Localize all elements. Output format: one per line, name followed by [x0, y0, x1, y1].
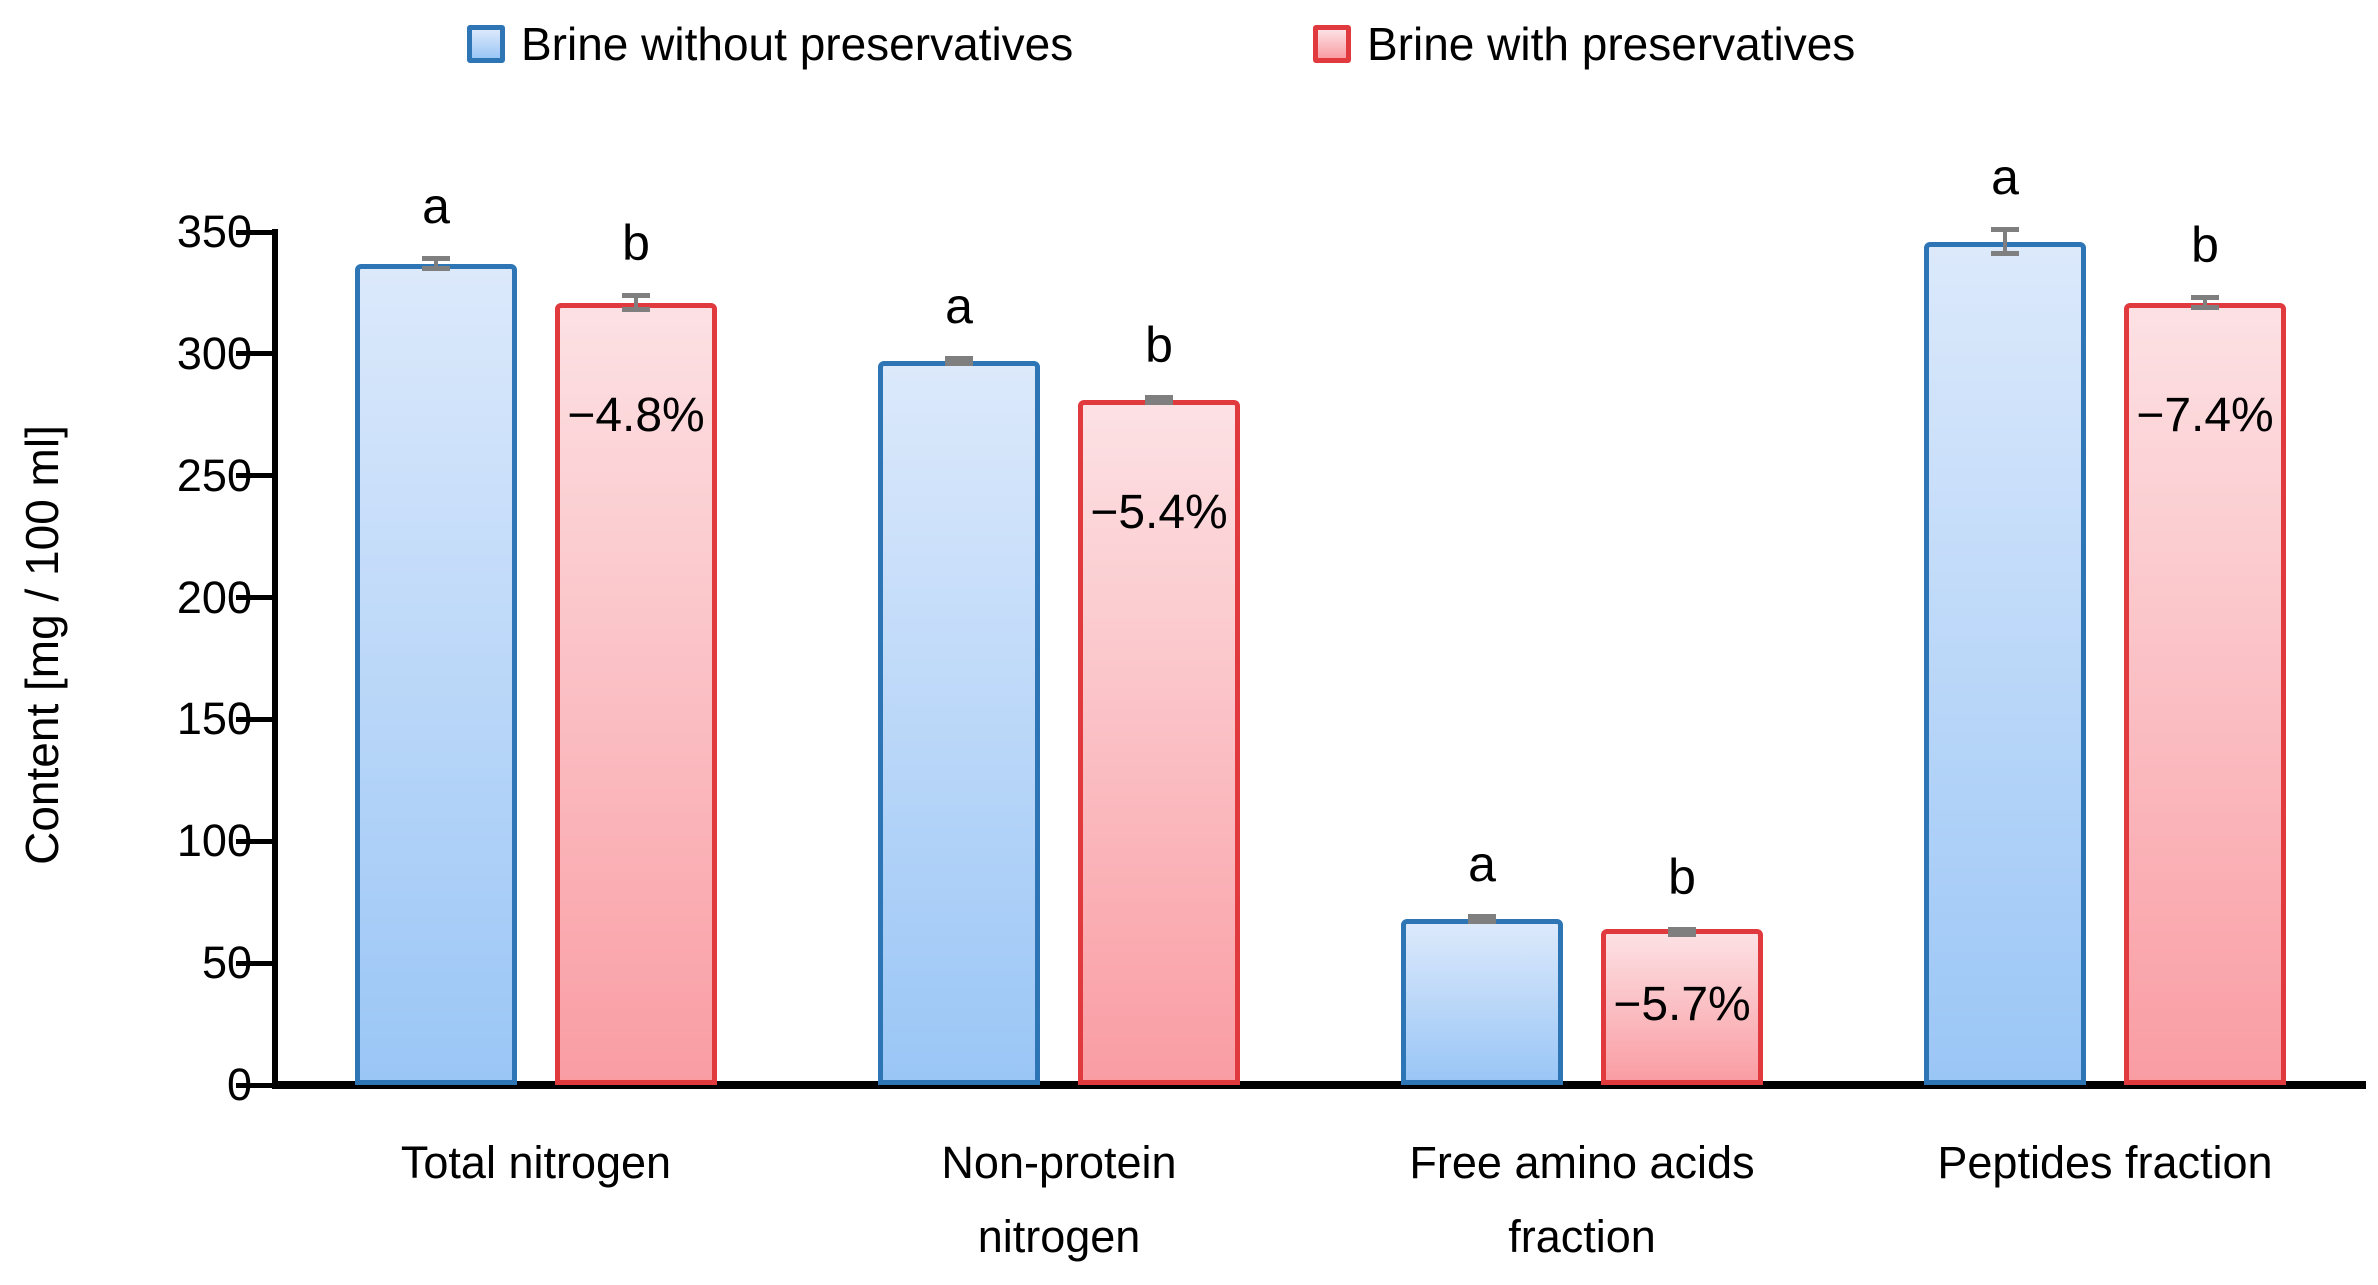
legend-item-with-preservatives: Brine with preservatives: [1313, 18, 1855, 70]
error-bar: [2191, 295, 2219, 310]
y-tick-label: 200: [176, 571, 252, 623]
significance-letter: b: [2191, 217, 2219, 274]
y-tick-mark: [236, 595, 277, 601]
x-category-label-line: Peptides fraction: [1937, 1137, 2273, 1188]
y-tick-label: 0: [226, 1059, 252, 1110]
bar-red-3: [2124, 302, 2286, 1085]
significance-letter: a: [1991, 149, 2019, 206]
significance-letter: a: [1468, 836, 1496, 893]
significance-letter: a: [945, 278, 973, 335]
x-category-label-line: Non-protein: [941, 1137, 1177, 1188]
pct-change-label: −5.4%: [1090, 486, 1228, 540]
legend-swatch-red-icon: [1313, 25, 1351, 63]
x-category-label: Non-protein nitrogen: [799, 1126, 1319, 1274]
y-axis-line: [272, 229, 278, 1089]
x-category-label: Total nitrogen: [276, 1126, 796, 1200]
y-tick-mark: [236, 1082, 277, 1088]
legend-item-without-preservatives: Brine without preservatives: [467, 18, 1073, 70]
bar-blue-3: [1924, 241, 2086, 1085]
pct-change-label: −7.4%: [2136, 388, 2274, 442]
y-tick-mark: [236, 716, 277, 722]
bar-blue-2: [1401, 919, 1563, 1085]
y-tick-mark: [236, 473, 277, 479]
x-category-label-line: Free amino acids: [1409, 1137, 1755, 1188]
y-tick-mark: [236, 838, 277, 844]
x-category-label-line: fraction: [1508, 1211, 1656, 1262]
y-tick-label: 250: [176, 449, 252, 501]
pct-change-label: −4.8%: [567, 388, 705, 442]
legend-label: Brine without preservatives: [521, 18, 1074, 70]
error-bar: [945, 356, 973, 367]
y-tick-label: 300: [176, 327, 252, 379]
y-axis-title: Content [mg / 100 ml]: [16, 425, 68, 865]
y-tick-mark: [236, 229, 277, 235]
legend-swatch-blue-icon: [467, 25, 505, 63]
y-tick-label: 350: [176, 206, 252, 257]
error-bar-line: [434, 261, 438, 266]
significance-letter: b: [1668, 848, 1696, 905]
error-bar-line: [2203, 300, 2207, 305]
bar-red-2: [1601, 929, 1763, 1085]
pct-change-label: −5.7%: [1613, 978, 1751, 1032]
y-tick-mark: [236, 960, 277, 966]
y-tick-mark: [236, 351, 277, 357]
error-bar: [1145, 395, 1173, 406]
y-tick-label: 150: [176, 693, 252, 745]
y-tick-label: 100: [176, 815, 252, 867]
bar-blue-1: [878, 361, 1040, 1085]
error-bar: [622, 292, 650, 313]
x-category-label-line: Total nitrogen: [400, 1137, 672, 1188]
bar-red-0: [555, 302, 717, 1085]
significance-letter: b: [1145, 317, 1173, 374]
x-category-label-line: nitrogen: [977, 1211, 1141, 1262]
x-category-label: Free amino acids fraction: [1322, 1126, 1842, 1274]
error-bar: [1668, 926, 1696, 937]
error-bar: [1468, 914, 1496, 925]
error-bar: [422, 256, 450, 271]
significance-letter: a: [422, 178, 450, 235]
x-axis-line: [272, 1081, 2366, 1089]
y-tick-label: 50: [201, 937, 252, 989]
x-category-label: Peptides fraction: [1845, 1126, 2365, 1200]
legend-label: Brine with preservatives: [1367, 18, 1856, 70]
error-bar-line: [2003, 232, 2007, 252]
error-bar: [1991, 227, 2019, 257]
significance-letter: b: [622, 214, 650, 271]
bar-blue-0: [355, 263, 517, 1085]
error-bar-line: [634, 297, 638, 308]
